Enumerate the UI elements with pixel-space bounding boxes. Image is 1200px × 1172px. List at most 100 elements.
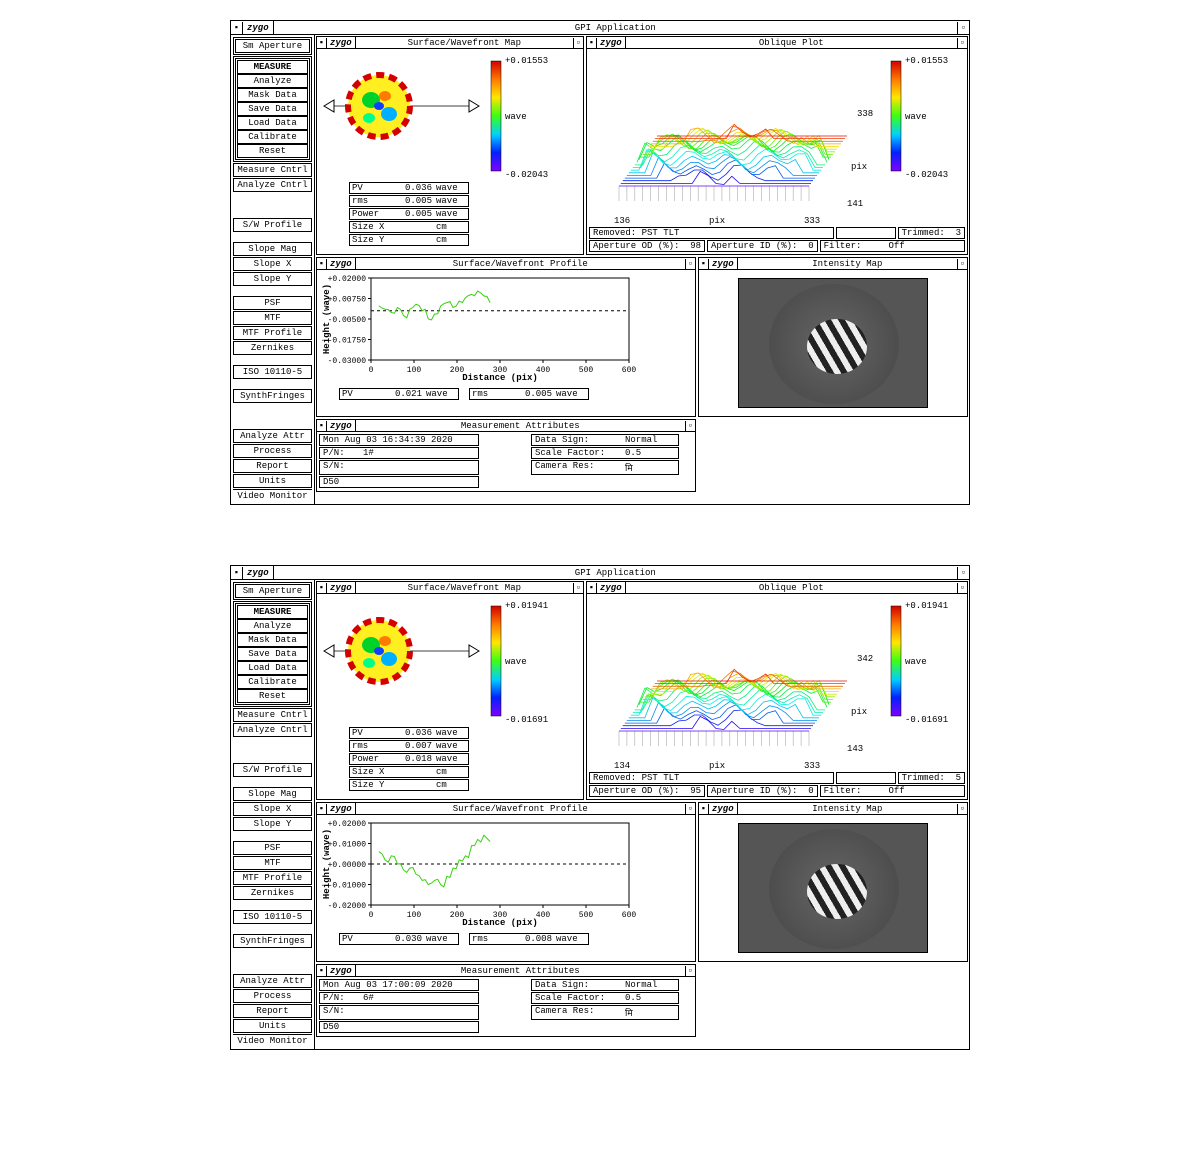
svg-text:+0.01553: +0.01553 <box>505 56 548 66</box>
sidebar-btn-slope-y[interactable]: Slope Y <box>233 817 312 831</box>
sidebar-btn-analyze-cntrl[interactable]: Analyze Cntrl <box>233 723 312 737</box>
sidebar-btn-analyze-attr[interactable]: Analyze Attr <box>233 429 312 443</box>
sidebar-btn-units[interactable]: Units <box>233 474 312 488</box>
sidebar-btn-measure[interactable]: MEASURE <box>237 60 308 74</box>
profile-chart: +0.02000+0.00750-0.00500-0.01750-0.03000… <box>319 272 639 382</box>
panel-resize-icon[interactable]: ▫ <box>957 38 967 48</box>
panel-close-icon[interactable]: ▪ <box>317 259 327 269</box>
svg-text:Distance (pix): Distance (pix) <box>462 918 538 927</box>
panel-close-icon[interactable]: ▪ <box>317 583 327 593</box>
sidebar-btn-zernikes[interactable]: Zernikes <box>233 886 312 900</box>
sidebar-btn-slope-mag[interactable]: Slope Mag <box>233 787 312 801</box>
sidebar-btn-mask-data[interactable]: Mask Data <box>237 633 308 647</box>
intensity-title: Intensity Map <box>738 804 957 814</box>
sidebar-btn-slope-mag[interactable]: Slope Mag <box>233 242 312 256</box>
sidebar-btn-mtf[interactable]: MTF <box>233 311 312 325</box>
svg-text:100: 100 <box>407 366 422 375</box>
panel-close-icon[interactable]: ▪ <box>317 966 327 976</box>
panel-close-icon[interactable]: ▪ <box>699 804 709 814</box>
svg-text:600: 600 <box>622 366 637 375</box>
stat-pv: PV0.036wave <box>349 182 469 194</box>
sidebar-btn-save-data[interactable]: Save Data <box>237 102 308 116</box>
panel-close-icon[interactable]: ▪ <box>317 421 327 431</box>
svg-text:+0.02000: +0.02000 <box>328 820 367 829</box>
sidebar-btn-mtf-profile[interactable]: MTF Profile <box>233 871 312 885</box>
panel-close-icon[interactable]: ▪ <box>587 38 597 48</box>
sidebar-btn-analyze-attr[interactable]: Analyze Attr <box>233 974 312 988</box>
logo: zygo <box>327 258 356 269</box>
panel-resize-icon[interactable]: ▫ <box>957 583 967 593</box>
panel-resize-icon[interactable]: ▫ <box>957 259 967 269</box>
sidebar-btn-report[interactable]: Report <box>233 1004 312 1018</box>
sidebar-btn-slope-x[interactable]: Slope X <box>233 802 312 816</box>
logo: zygo <box>327 37 356 48</box>
sidebar-btn-measure-cntrl[interactable]: Measure Cntrl <box>233 163 312 177</box>
sidebar-btn-synthfringes[interactable]: SynthFringes <box>233 934 312 948</box>
sidebar-btn-calibrate[interactable]: Calibrate <box>237 130 308 144</box>
wavefront-map-panel: ▪ zygo Surface/Wavefront Map ▫ + <box>316 36 584 255</box>
measurement-attr-title: Measurement Attributes <box>356 966 685 976</box>
sidebar-btn-mtf-profile[interactable]: MTF Profile <box>233 326 312 340</box>
sidebar-footer[interactable]: Video Monitor <box>233 1034 312 1047</box>
panel-resize-icon[interactable]: ▫ <box>957 804 967 814</box>
sidebar-btn-psf[interactable]: PSF <box>233 841 312 855</box>
resize-icon[interactable]: ▫ <box>957 22 969 34</box>
sidebar-btn-load-data[interactable]: Load Data <box>237 661 308 675</box>
intensity-panel: ▪ zygo Intensity Map ▫ <box>698 802 968 962</box>
panel-close-icon[interactable]: ▪ <box>587 583 597 593</box>
sidebar-btn-save-data[interactable]: Save Data <box>237 647 308 661</box>
sidebar-btn-mtf[interactable]: MTF <box>233 856 312 870</box>
sidebar-btn-synthfringes[interactable]: SynthFringes <box>233 389 312 403</box>
logo: zygo <box>243 21 274 34</box>
close-icon[interactable]: ▪ <box>231 567 243 579</box>
panel-close-icon[interactable]: ▪ <box>317 804 327 814</box>
sidebar-btn-measure[interactable]: MEASURE <box>237 605 308 619</box>
sidebar-btn-load-data[interactable]: Load Data <box>237 116 308 130</box>
sidebar-btn-report[interactable]: Report <box>233 459 312 473</box>
sidebar-btn-process[interactable]: Process <box>233 444 312 458</box>
panel-resize-icon[interactable]: ▫ <box>573 583 583 593</box>
pn-field: P/N:1# <box>319 447 479 459</box>
datetime-field: Mon Aug 03 16:34:39 2020 <box>319 434 479 446</box>
svg-text:pix: pix <box>709 216 725 226</box>
resize-icon[interactable]: ▫ <box>957 567 969 579</box>
sidebar-btn-zernikes[interactable]: Zernikes <box>233 341 312 355</box>
sidebar-btn-analyze[interactable]: Analyze <box>237 74 308 88</box>
panel-close-icon[interactable]: ▪ <box>699 259 709 269</box>
sidebar-btn-measure-cntrl[interactable]: Measure Cntrl <box>233 708 312 722</box>
svg-text:pix: pix <box>851 162 867 172</box>
sidebar-btn-slope-y[interactable]: Slope Y <box>233 272 312 286</box>
sidebar-btn-s-w-profile[interactable]: S/W Profile <box>233 218 312 232</box>
stat-size x: Size Xcm <box>349 221 469 233</box>
sidebar-btn-units[interactable]: Units <box>233 1019 312 1033</box>
trimmed-field: Trimmed: 5 <box>898 772 965 784</box>
panel-resize-icon[interactable]: ▫ <box>573 38 583 48</box>
filter-field: Filter: Off <box>820 785 965 797</box>
sidebar-btn-psf[interactable]: PSF <box>233 296 312 310</box>
panel-resize-icon[interactable]: ▫ <box>685 966 695 976</box>
svg-text:333: 333 <box>804 216 820 226</box>
sidebar-btn-s-w-profile[interactable]: S/W Profile <box>233 763 312 777</box>
sidebar-btn-iso-10110-5[interactable]: ISO 10110-5 <box>233 910 312 924</box>
sidebar-btn-calibrate[interactable]: Calibrate <box>237 675 308 689</box>
sidebar-footer[interactable]: Video Monitor <box>233 489 312 502</box>
app-titlebar: ▪ zygo GPI Application ▫ <box>231 21 969 35</box>
panel-resize-icon[interactable]: ▫ <box>685 259 695 269</box>
logo: zygo <box>709 258 738 269</box>
panel-resize-icon[interactable]: ▫ <box>685 421 695 431</box>
sidebar-btn-slope-x[interactable]: Slope X <box>233 257 312 271</box>
stat-rms: rms0.007wave <box>349 740 469 752</box>
sidebar-btn-mask-data[interactable]: Mask Data <box>237 88 308 102</box>
close-icon[interactable]: ▪ <box>231 22 243 34</box>
sidebar-btn-reset[interactable]: Reset <box>237 144 308 158</box>
svg-text:143: 143 <box>847 744 863 754</box>
sidebar-btn-iso-10110-5[interactable]: ISO 10110-5 <box>233 365 312 379</box>
sidebar-btn-analyze-cntrl[interactable]: Analyze Cntrl <box>233 178 312 192</box>
sidebar-btn-reset[interactable]: Reset <box>237 689 308 703</box>
panel-resize-icon[interactable]: ▫ <box>685 804 695 814</box>
panel-close-icon[interactable]: ▪ <box>317 38 327 48</box>
sidebar-btn-process[interactable]: Process <box>233 989 312 1003</box>
sidebar-btn-analyze[interactable]: Analyze <box>237 619 308 633</box>
intensity-image <box>738 278 928 408</box>
oblique-plot-title: Oblique Plot <box>626 38 957 48</box>
